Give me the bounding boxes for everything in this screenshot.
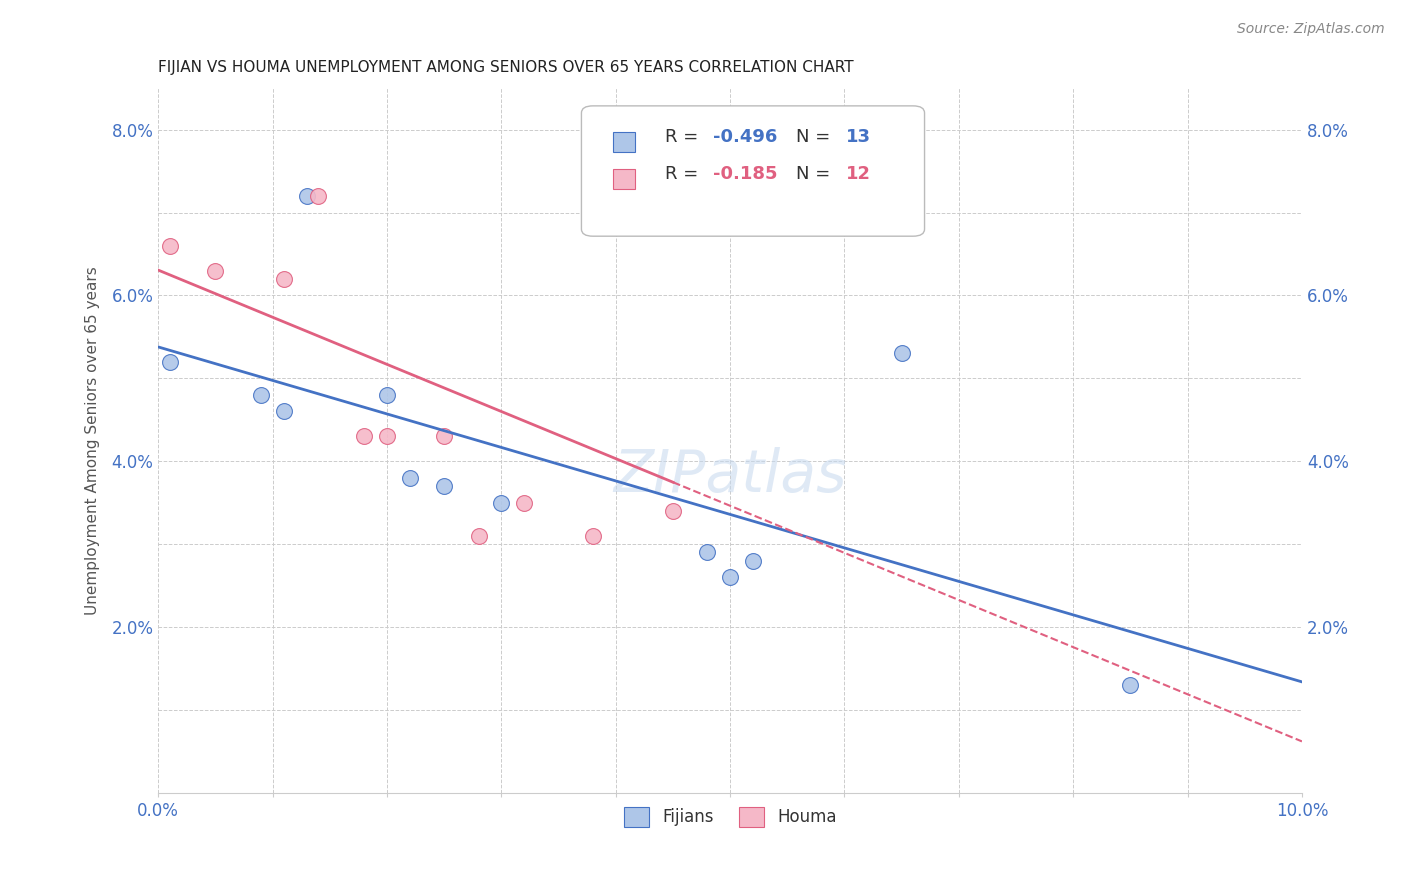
Point bbox=[627, 164, 650, 178]
Text: N =: N = bbox=[796, 128, 837, 146]
Y-axis label: Unemployment Among Seniors over 65 years: Unemployment Among Seniors over 65 years bbox=[86, 266, 100, 615]
FancyBboxPatch shape bbox=[582, 106, 925, 236]
Point bbox=[718, 570, 741, 584]
Point bbox=[159, 238, 181, 252]
Point bbox=[582, 529, 605, 543]
Point bbox=[273, 404, 295, 418]
Point bbox=[513, 495, 536, 509]
Point bbox=[375, 429, 398, 443]
Text: Source: ZipAtlas.com: Source: ZipAtlas.com bbox=[1237, 22, 1385, 37]
Point bbox=[662, 504, 685, 518]
Point bbox=[696, 545, 718, 559]
Point bbox=[295, 189, 318, 203]
Text: ZIPatlas: ZIPatlas bbox=[613, 447, 846, 504]
Point bbox=[375, 388, 398, 402]
Point bbox=[250, 388, 273, 402]
Point bbox=[433, 479, 456, 493]
Text: N =: N = bbox=[796, 165, 837, 184]
Point bbox=[159, 355, 181, 369]
FancyBboxPatch shape bbox=[613, 131, 636, 152]
Point bbox=[399, 471, 422, 485]
Point bbox=[742, 553, 765, 567]
Legend: Fijians, Houma: Fijians, Houma bbox=[617, 800, 844, 834]
FancyBboxPatch shape bbox=[613, 169, 636, 189]
Point bbox=[890, 346, 912, 360]
Text: 13: 13 bbox=[845, 128, 870, 146]
Text: R =: R = bbox=[665, 128, 704, 146]
Point bbox=[1119, 678, 1142, 692]
Text: 12: 12 bbox=[845, 165, 870, 184]
Point bbox=[467, 529, 489, 543]
Text: -0.185: -0.185 bbox=[713, 165, 778, 184]
Point bbox=[273, 272, 295, 286]
Text: -0.496: -0.496 bbox=[713, 128, 778, 146]
Point bbox=[307, 189, 329, 203]
Point bbox=[433, 429, 456, 443]
Text: FIJIAN VS HOUMA UNEMPLOYMENT AMONG SENIORS OVER 65 YEARS CORRELATION CHART: FIJIAN VS HOUMA UNEMPLOYMENT AMONG SENIO… bbox=[159, 60, 853, 75]
Point bbox=[491, 495, 513, 509]
Text: R =: R = bbox=[665, 165, 704, 184]
Point bbox=[353, 429, 375, 443]
Point bbox=[204, 263, 226, 277]
